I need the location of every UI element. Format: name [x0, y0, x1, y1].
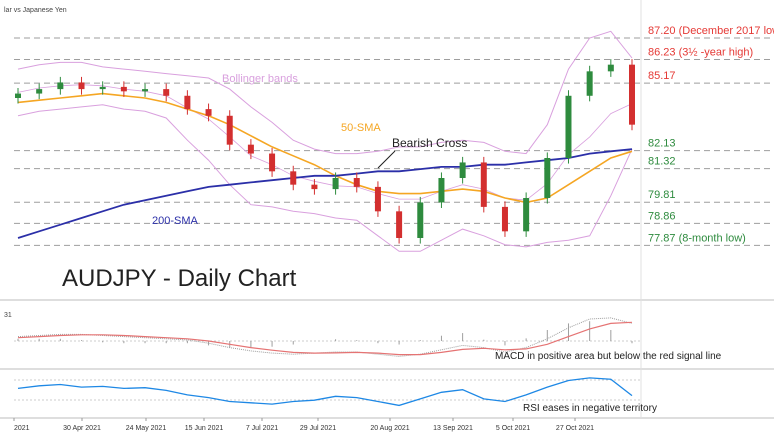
- bollinger-label: Bollinger bands: [222, 73, 298, 85]
- candle-body-26: [565, 95, 572, 158]
- candle-body-27: [586, 71, 593, 96]
- candle-body-24: [523, 198, 530, 232]
- bollinger-bands: [17, 30, 633, 252]
- level-label-1: 86.23 (3½ -year high): [648, 47, 753, 59]
- candle-body-15: [332, 178, 339, 190]
- candle-body-1: [36, 89, 43, 94]
- candle-body-18: [396, 211, 403, 238]
- candle-body-13: [290, 171, 297, 185]
- x-tick-label-6: 20 Aug 2021: [370, 425, 409, 432]
- sma50-line: [17, 92, 633, 204]
- candle-body-16: [353, 178, 360, 187]
- macd-signal-line: [17, 321, 633, 356]
- rsi-line: [17, 377, 633, 407]
- candle-body-3: [78, 82, 85, 90]
- candle-body-10: [226, 115, 233, 145]
- macd-axis-label: 31: [4, 312, 12, 319]
- candle-body-23: [501, 206, 508, 232]
- candle-body-2: [57, 82, 64, 90]
- sma50-label: 50-SMA: [341, 122, 381, 134]
- x-tick-label-3: 15 Jun 2021: [185, 425, 224, 432]
- bollinger-lower-line: [17, 104, 633, 252]
- candle-body-4: [99, 86, 106, 90]
- x-tick-label-1: 30 Apr 2021: [63, 425, 101, 432]
- bearish-cross-label: Bearish Cross: [392, 136, 467, 150]
- x-axis-ticks: 2021 30 Apr 2021 24 May 2021 15 Jun 2021 7 J…: [13, 418, 594, 432]
- bearish-cross-pointer: [377, 150, 396, 169]
- candle-body-19: [417, 202, 424, 238]
- x-tick-label-2: 24 May 2021: [126, 425, 167, 432]
- x-tick-label-0: 2021: [14, 425, 30, 432]
- level-label-7: 77.87 (8-month low): [648, 232, 746, 244]
- macd-note: MACD in positive area but below the red …: [495, 351, 722, 362]
- x-tick-label-4: 7 Jul 2021: [246, 425, 278, 432]
- candle-body-7: [163, 89, 170, 96]
- level-label-3: 82.13: [648, 138, 676, 150]
- candle-body-17: [374, 186, 381, 212]
- level-label-5: 79.81: [648, 189, 676, 201]
- level-label-2: 85.17: [648, 70, 676, 82]
- candle-body-28: [607, 64, 614, 72]
- level-label-0: 87.20 (December 2017 low): [648, 25, 774, 37]
- moving-averages: [17, 92, 633, 239]
- x-tick-label-5: 29 Jul 2021: [300, 425, 336, 432]
- candle-body-6: [142, 89, 149, 92]
- candle-body-25: [544, 158, 551, 198]
- chart-title: AUDJPY - Daily Chart: [62, 265, 297, 292]
- bollinger-upper-line: [17, 30, 633, 155]
- candle-body-8: [184, 95, 191, 110]
- candle-body-20: [438, 178, 445, 203]
- level-label-6: 78.86: [648, 210, 676, 222]
- rsi-note: RSI eases in negative territory: [523, 403, 657, 414]
- candle-body-21: [459, 162, 466, 178]
- candle-body-9: [205, 109, 212, 116]
- sma200-line: [17, 148, 633, 239]
- bollinger-middle-line: [17, 84, 633, 201]
- chart-header: lar vs Japanese Yen: [4, 7, 67, 14]
- candle-body-14: [311, 184, 318, 190]
- x-tick-label-8: 5 Oct 2021: [496, 425, 530, 432]
- support-resistance-levels: 87.20 (December 2017 low) 86.23 (3½ -year…: [14, 25, 774, 246]
- candle-body-12: [269, 153, 276, 172]
- candlesticks: [15, 59, 635, 244]
- rsi-indicator: [17, 377, 633, 407]
- candle-body-29: [629, 64, 635, 125]
- x-tick-label-7: 13 Sep 2021: [433, 425, 473, 432]
- candle-body-22: [480, 162, 487, 207]
- macd-indicator: [17, 317, 633, 357]
- sma200-label: 200-SMA: [152, 215, 199, 227]
- candle-body-0: [15, 93, 21, 98]
- candle-body-5: [120, 86, 127, 92]
- x-tick-label-9: 27 Oct 2021: [556, 425, 594, 432]
- level-label-4: 81.32: [648, 156, 676, 168]
- candle-body-11: [247, 144, 254, 154]
